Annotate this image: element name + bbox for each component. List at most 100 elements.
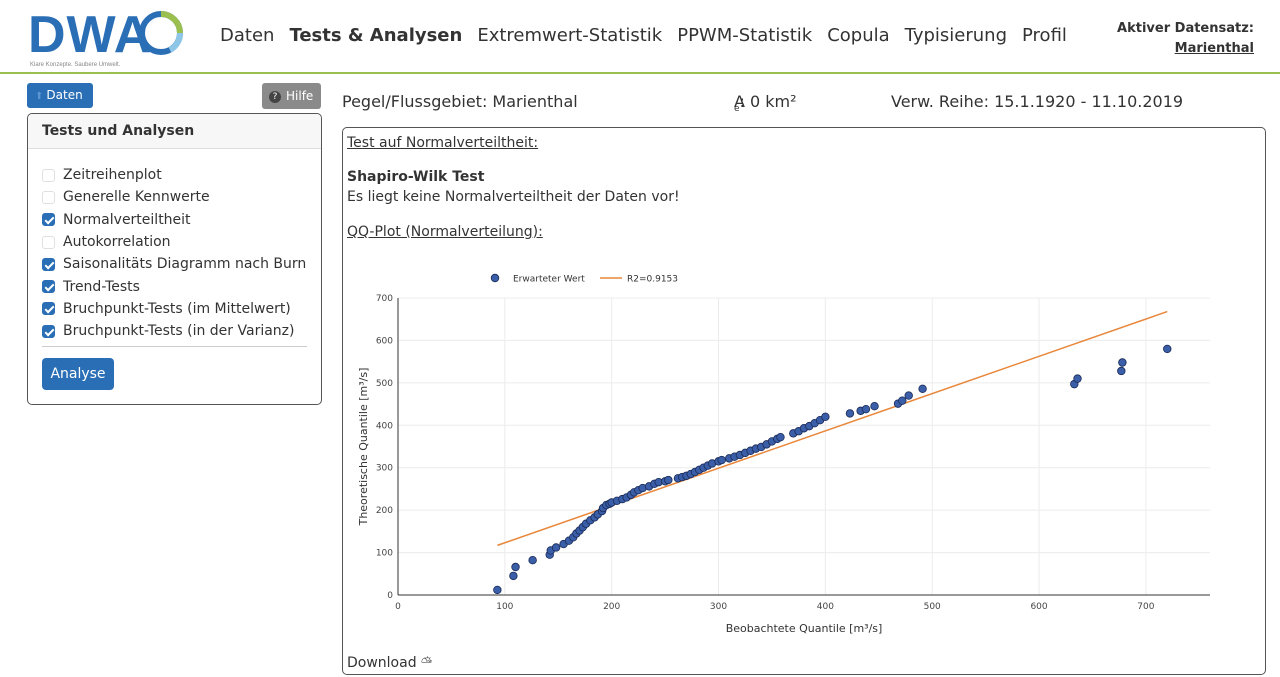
nav-item[interactable]: Copula — [827, 25, 890, 46]
data-point — [528, 556, 537, 565]
data-point — [898, 396, 907, 405]
legend-marker-points — [490, 273, 500, 283]
data-point — [509, 571, 518, 581]
active-dataset-label: Aktiver Datensatz: — [1117, 21, 1254, 36]
checkbox[interactable] — [42, 190, 55, 204]
legend-label-line: R2=0.9153 — [627, 275, 678, 285]
x-tick-label: 600 — [1030, 602, 1047, 612]
results-card: Test auf Normalverteiltheit: Shapiro-Wil… — [342, 127, 1266, 675]
y-tick-label: 700 — [376, 294, 393, 304]
checkbox[interactable] — [42, 257, 55, 271]
test-heading: Test auf Normalverteiltheit: — [347, 135, 539, 151]
x-tick-label: 200 — [603, 602, 620, 612]
main-nav: Daten Tests & Analysen Extremwert-Statisti… — [220, 25, 1067, 46]
checklist-item-label: Autokorrelation — [63, 234, 171, 251]
dwa-logo[interactable]: DWA Klare Konzepte. Saubere Umwelt. — [28, 4, 198, 70]
x-tick-label: 300 — [710, 602, 727, 612]
y-tick-label: 100 — [376, 549, 393, 559]
data-point — [493, 585, 502, 595]
divider — [42, 346, 307, 347]
data-point — [551, 543, 561, 552]
download-label: Download — [347, 655, 417, 671]
checklist-item[interactable]: Trend-Tests — [42, 275, 306, 297]
data-point — [1163, 344, 1172, 354]
data-point — [918, 384, 927, 393]
data-point — [904, 391, 913, 400]
checklist-item-label: Bruchpunkt-Tests (im Mittelwert) — [63, 300, 291, 317]
checkbox[interactable] — [42, 324, 55, 338]
analyse-button[interactable]: Analyse — [42, 358, 114, 390]
pegel-text: Pegel/Flussgebiet: Marienthal — [342, 92, 578, 111]
nav-item[interactable]: PPWM-Statistik — [677, 25, 813, 46]
checklist-item[interactable]: Generelle Kennwerte — [42, 186, 306, 208]
y-tick-label: 0 — [387, 591, 393, 601]
area-prefix: A — [734, 92, 745, 111]
analysis-checklist: Zeitreihenplot Generelle Kennwerte Normalv… — [42, 164, 306, 342]
x-tick-label: 0 — [395, 602, 401, 612]
app-header: DWA Klare Konzepte. Saubere Umwelt. Date… — [0, 0, 1280, 74]
legend-label-points: Erwarteter Wert — [513, 275, 585, 285]
area-value: : 0 km² — [739, 92, 797, 111]
checklist-item-label: Zeitreihenplot — [63, 167, 162, 184]
checklist-item-label: Normalverteiltheit — [63, 211, 191, 228]
logo-tagline: Klare Konzepte. Saubere Umwelt. — [30, 62, 121, 68]
reihe-text: Verw. Reihe: 15.1.1920 - 11.10.2019 — [891, 92, 1184, 111]
y-axis-label: Theoretische Quantile [m³/s] — [357, 368, 370, 527]
checklist-item[interactable]: Bruchpunkt-Tests (in der Varianz) — [42, 320, 306, 342]
test-name: Shapiro-Wilk Test — [347, 169, 485, 185]
checklist-item-label: Generelle Kennwerte — [63, 189, 210, 206]
checkbox[interactable] — [42, 302, 55, 316]
checklist-item-label: Trend-Tests — [63, 278, 140, 295]
checkbox[interactable] — [42, 213, 55, 227]
hilfe-button[interactable]: ? Hilfe — [262, 83, 321, 109]
checkbox[interactable] — [42, 280, 55, 294]
y-tick-label: 200 — [376, 506, 393, 516]
download-link[interactable]: Download ⛅︎ — [347, 655, 432, 671]
help-icon: ? — [269, 90, 281, 103]
data-point — [1117, 366, 1126, 376]
checklist-item[interactable]: Zeitreihenplot — [42, 164, 306, 186]
panel-title: Tests und Analysen — [28, 114, 321, 149]
x-tick-label: 100 — [496, 602, 513, 612]
analysis-panel: Tests und Analysen Zeitreihenplot Generel… — [27, 113, 322, 405]
area-subscript: e — [734, 104, 740, 115]
data-point — [664, 475, 673, 485]
plot-heading: QQ-Plot (Normalverteilung): — [347, 224, 543, 240]
hilfe-button-label: Hilfe — [286, 89, 314, 103]
nav-item[interactable]: Profil — [1022, 25, 1067, 46]
checklist-item-label: Saisonalitäts Diagramm nach Burn — [63, 256, 307, 273]
y-tick-label: 500 — [376, 379, 393, 389]
nav-item[interactable]: Typisierung — [904, 25, 1008, 46]
active-dataset: Aktiver Datensatz: Marienthal — [1117, 19, 1254, 59]
data-point — [776, 432, 785, 442]
data-point — [821, 412, 830, 421]
x-tick-label: 700 — [1137, 602, 1154, 612]
data-point — [1073, 374, 1082, 383]
checklist-item[interactable]: Autokorrelation — [42, 231, 306, 253]
y-tick-label: 400 — [376, 421, 393, 431]
checkbox[interactable] — [42, 235, 55, 249]
data-point — [511, 562, 520, 572]
checklist-item[interactable]: Normalverteiltheit — [42, 209, 306, 231]
checklist-item[interactable]: Bruchpunkt-Tests (im Mittelwert) — [42, 298, 306, 320]
x-axis-label: Beobachtete Quantile [m³/s] — [726, 622, 883, 635]
daten-button-label: Daten — [46, 88, 83, 102]
logo-ring-icon — [139, 11, 184, 55]
nav-item[interactable]: Tests & Analysen — [289, 25, 463, 46]
nav-item[interactable]: Extremwert-Statistik — [477, 25, 663, 46]
active-dataset-link[interactable]: Marienthal — [1174, 41, 1254, 56]
qq-plot[interactable]: 0 100 200 300 400 500 600 700 0 100 200 300 400 500 60… — [343, 268, 1263, 648]
data-point — [1118, 358, 1127, 367]
y-tick-label: 300 — [376, 464, 393, 474]
checkbox[interactable] — [42, 168, 55, 182]
checklist-item-label: Bruchpunkt-Tests (in der Varianz) — [63, 323, 295, 340]
nav-item[interactable]: Daten — [220, 25, 275, 46]
x-tick-label: 400 — [817, 602, 834, 612]
data-point — [861, 404, 871, 414]
data-point — [845, 409, 855, 418]
daten-button[interactable]: ⬆ Daten — [27, 83, 93, 108]
checklist-item[interactable]: Saisonalitäts Diagramm nach Burn — [42, 253, 306, 275]
x-tick-label: 500 — [924, 602, 941, 612]
